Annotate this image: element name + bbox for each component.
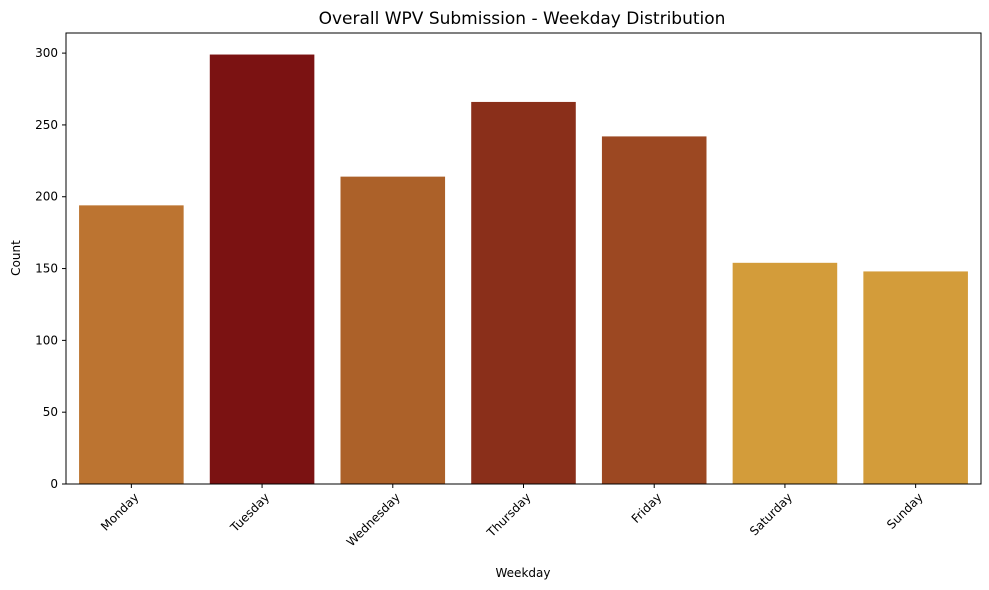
x-tick-label-wednesday: Wednesday [344, 490, 403, 549]
y-tick-label-150: 150 [35, 262, 58, 276]
y-axis: 0 50 100 150 200 250 300 [35, 46, 66, 491]
x-tick-label-sunday: Sunday [884, 490, 926, 532]
y-tick-label-300: 300 [35, 46, 58, 60]
bar-wednesday [340, 176, 446, 484]
x-axis: Monday Tuesday Wednesday Thursday Friday Satu… [98, 484, 926, 549]
x-tick-label-saturday: Saturday [747, 490, 795, 538]
y-tick-label-0: 0 [50, 477, 58, 491]
bar-sunday [863, 271, 968, 484]
bar-monday [79, 205, 184, 485]
bar-tuesday [209, 54, 315, 484]
bar-thursday [471, 101, 576, 484]
y-tick-label-100: 100 [35, 333, 58, 347]
y-axis-label: Count [9, 240, 23, 276]
x-tick-label-monday: Monday [98, 490, 141, 533]
bar-friday [601, 136, 707, 484]
y-tick-label-50: 50 [43, 405, 58, 419]
bars-group [79, 54, 968, 485]
chart-title: Overall WPV Submission - Weekday Distrib… [319, 9, 726, 29]
x-tick-label-friday: Friday [629, 490, 665, 526]
x-tick-label-tuesday: Tuesday [227, 490, 272, 535]
x-tick-label-thursday: Thursday [484, 490, 534, 540]
y-tick-label-200: 200 [35, 190, 58, 204]
y-tick-label-250: 250 [35, 118, 58, 132]
x-axis-label: Weekday [496, 566, 551, 580]
bar-saturday [732, 262, 838, 484]
